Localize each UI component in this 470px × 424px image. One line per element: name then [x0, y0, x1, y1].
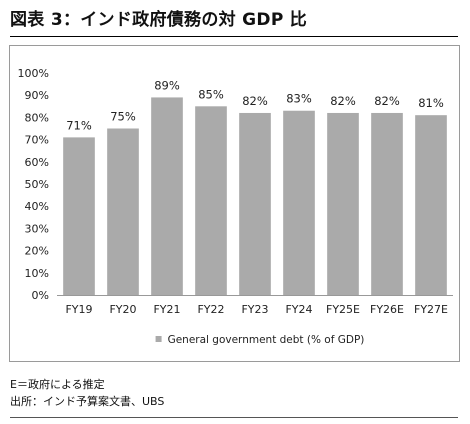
data-label: 81%	[418, 96, 444, 110]
data-label: 89%	[154, 78, 180, 92]
legend-swatch	[155, 336, 162, 342]
x-tick-label: FY22	[197, 303, 224, 316]
data-label: 83%	[286, 92, 312, 106]
x-tick-label: FY26E	[370, 303, 404, 316]
figure-title: 図表 3：インド政府債務の対 GDP 比	[10, 10, 308, 30]
legend-label: General government debt (% of GDP)	[168, 334, 365, 346]
y-tick-label: 20%	[25, 245, 49, 258]
x-tick-label: FY20	[109, 303, 136, 316]
y-tick-label: 100%	[18, 67, 49, 80]
data-label: 75%	[110, 110, 136, 124]
bar	[239, 112, 271, 296]
y-tick-label: 60%	[25, 156, 49, 169]
bar	[63, 137, 95, 295]
x-tick-label: FY23	[241, 303, 268, 316]
bottom-divider	[10, 417, 458, 418]
y-tick-label: 50%	[25, 178, 49, 191]
bar-chart: 0% 10% 20% 30% 40% 50% 60% 70% 80% 90% 100% 71% FY19…	[18, 67, 453, 346]
figure-header: 図表 3：インド政府債務の対 GDP 比	[10, 8, 460, 37]
x-tick-label: FY25E	[326, 303, 360, 316]
x-tick-label: FY21	[153, 303, 180, 316]
x-tick-label: FY19	[65, 303, 92, 316]
data-label: 82%	[330, 94, 356, 108]
bar	[107, 128, 139, 295]
data-label: 85%	[198, 87, 224, 101]
data-label: 71%	[66, 118, 92, 132]
title-divider	[10, 36, 458, 37]
bar	[371, 112, 403, 296]
bar	[327, 112, 359, 296]
footnote-source: 出所：インド予算案文書、UBS	[10, 395, 165, 408]
bar	[283, 110, 315, 296]
y-tick-label: 70%	[25, 134, 49, 147]
x-tick-label: FY24	[285, 303, 312, 316]
y-tick-label: 10%	[25, 267, 49, 280]
data-label: 82%	[242, 94, 268, 108]
footnote-estimate: E＝政府による推定	[10, 378, 105, 391]
y-tick-label: 80%	[25, 111, 49, 124]
x-tick-label: FY27E	[414, 303, 448, 316]
y-tick-label: 40%	[25, 200, 49, 213]
chart-frame: 0% 10% 20% 30% 40% 50% 60% 70% 80% 90% 100% 71% FY19…	[9, 45, 460, 362]
bar	[195, 106, 227, 295]
y-tick-label: 0%	[32, 289, 49, 302]
bar	[415, 115, 447, 296]
data-label: 82%	[374, 94, 400, 108]
bar	[151, 97, 183, 295]
y-tick-label: 30%	[25, 222, 49, 235]
y-tick-label: 90%	[25, 89, 49, 102]
